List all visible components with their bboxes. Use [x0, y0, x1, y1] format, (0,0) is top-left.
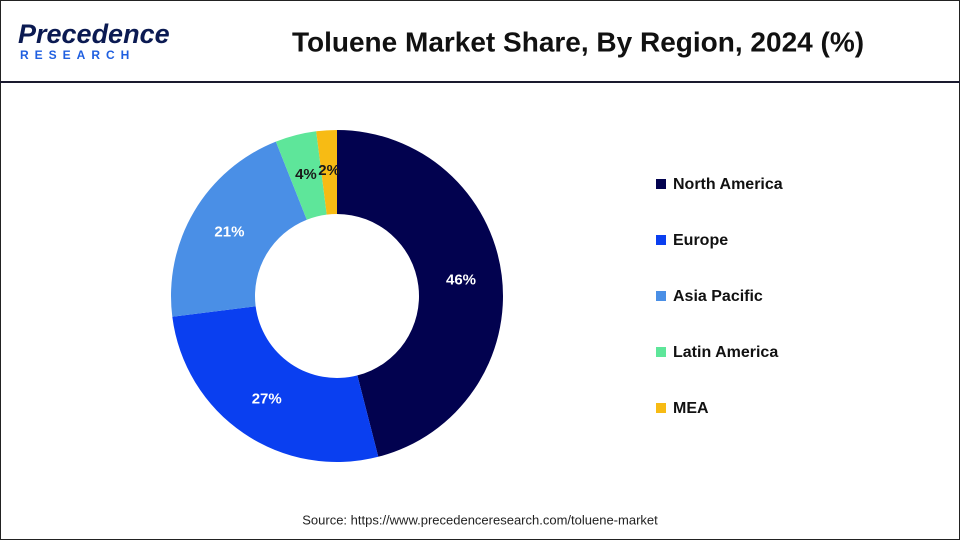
data-label: 21% — [214, 223, 244, 240]
logo-name: Precedence — [18, 19, 170, 49]
slice — [337, 130, 503, 457]
legend-swatch — [656, 235, 666, 245]
legend-label: MEA — [673, 400, 709, 417]
legend-swatch — [656, 403, 666, 413]
legend-swatch — [656, 179, 666, 189]
data-label: 2% — [318, 162, 340, 179]
data-label: 4% — [295, 166, 317, 183]
slice — [275, 131, 327, 220]
data-label: 27% — [252, 390, 282, 407]
source-note: Source: https://www.precedenceresearch.c… — [302, 512, 658, 527]
data-label: 46% — [446, 271, 476, 288]
legend-swatch — [656, 347, 666, 357]
slice — [316, 130, 337, 215]
legend-label: North America — [673, 176, 783, 193]
legend-label: Europe — [673, 232, 728, 249]
legend-label: Latin America — [673, 344, 778, 361]
slice — [171, 141, 307, 317]
legend-swatch — [656, 291, 666, 301]
legend-label: Asia Pacific — [673, 288, 763, 305]
chart-title: Toluene Market Share, By Region, 2024 (%… — [292, 26, 864, 57]
logo-tagline: RESEARCH — [20, 48, 135, 62]
slice — [172, 306, 379, 462]
